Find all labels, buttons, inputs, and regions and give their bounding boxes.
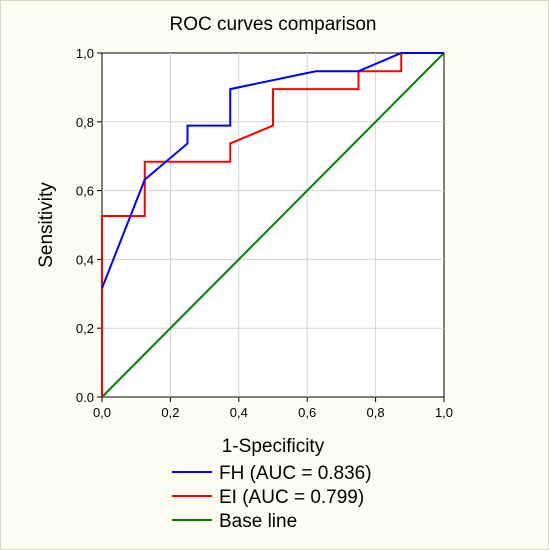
legend-label-ei: EI (AUC = 0.799) (219, 487, 364, 508)
series-line-fh (101, 52, 444, 289)
y-tick-label: 0,4 (76, 252, 94, 267)
x-tick-label: 1,0 (435, 405, 453, 420)
x-tick-label: 0,6 (298, 405, 316, 420)
series-line-base (101, 52, 445, 398)
x-axis-label: 1-Specificity (222, 436, 325, 457)
series-line-ei (101, 52, 444, 397)
series (101, 52, 445, 398)
legend: FH (AUC = 0.836) EI (AUC = 0.799) Base lin… (172, 463, 372, 532)
y-axis-label: Sensitivity (36, 182, 57, 268)
y-tick-label: 0,2 (76, 321, 94, 336)
x-tick-label: 0,4 (230, 405, 248, 420)
y-tick-label: 0,6 (76, 184, 94, 199)
axis-ticks: 0,0 0,2 0,4 0,6 0,8 1,0 0.0 0,2 0,4 0,6 0,8 1,0 (76, 46, 453, 420)
chart-title: ROC curves comparison (170, 14, 377, 35)
y-tick-label: 0,8 (76, 115, 94, 130)
legend-label-base: Base line (219, 511, 297, 532)
x-tick-label: 0,8 (367, 405, 385, 420)
x-tick-label: 0,0 (93, 405, 111, 420)
y-tick-label: 1,0 (76, 46, 94, 61)
x-tick-label: 0,2 (161, 405, 179, 420)
y-tick-label: 0.0 (76, 390, 94, 405)
legend-label-fh: FH (AUC = 0.836) (219, 463, 372, 484)
